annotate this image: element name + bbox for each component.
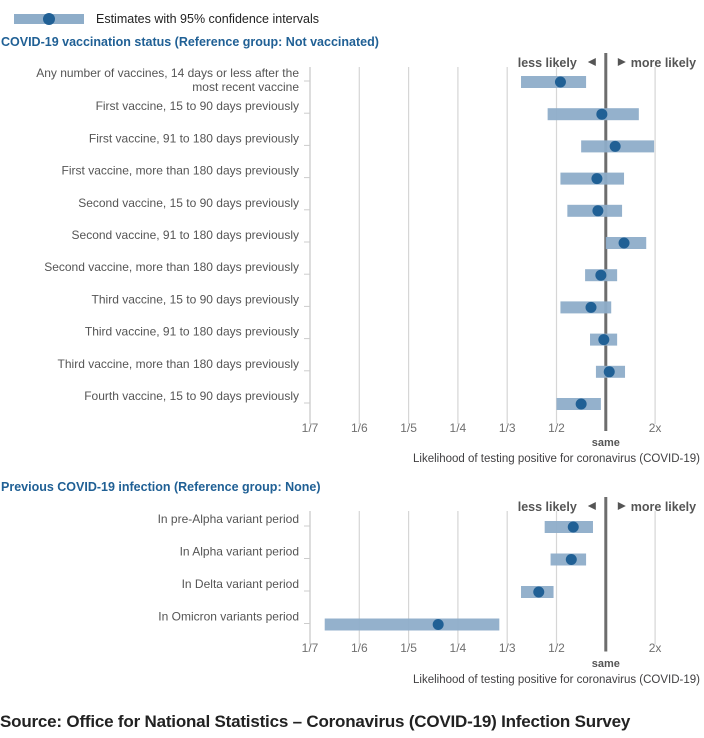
row-label: Third vaccine, 15 to 90 days previously — [92, 292, 299, 306]
row-label: Third vaccine, 91 to 180 days previously — [85, 325, 299, 339]
estimate-dot — [585, 301, 597, 313]
estimate-dot — [565, 554, 577, 565]
more-likely-label: more likely — [631, 500, 696, 514]
legend-ci-swatch — [14, 13, 84, 25]
tick-label: 1/4 — [450, 421, 467, 435]
left-arrow-icon — [587, 58, 596, 66]
estimate-dot — [591, 173, 603, 185]
tick-label: 1/7 — [302, 421, 319, 435]
right-arrow-icon — [617, 502, 626, 510]
ci-bar — [521, 76, 587, 88]
x-axis-title: Likelihood of testing positive for coron… — [413, 674, 700, 686]
source-note: Source: Office for National Statistics –… — [0, 712, 631, 731]
legend: Estimates with 95% confidence intervals — [14, 10, 319, 28]
estimate-dot — [618, 237, 630, 249]
ci-bar — [547, 108, 639, 121]
row-label: In Alpha variant period — [180, 545, 299, 559]
estimate-dot — [575, 398, 587, 410]
more-likely-label: more likely — [631, 56, 696, 70]
tick-label: 1/6 — [351, 421, 368, 435]
estimate-dot — [598, 334, 610, 346]
estimate-dot — [595, 269, 607, 281]
estimate-dot — [609, 140, 621, 152]
row-label: Third vaccine, more than 180 days previo… — [58, 357, 299, 371]
row-label: In Omicron variants period — [158, 610, 299, 624]
tick-label: 1/2 — [548, 421, 565, 435]
tick-label: 2x — [649, 641, 662, 655]
chart2-title: Previous COVID-19 infection (Reference g… — [1, 480, 321, 494]
row-label: First vaccine, 15 to 90 days previously — [96, 99, 299, 113]
estimate-dot — [592, 205, 604, 217]
tick-label: 1/3 — [499, 421, 516, 435]
row-label: Second vaccine, more than 180 days previ… — [44, 260, 299, 274]
x-axis-title: Likelihood of testing positive for coron… — [413, 453, 700, 465]
estimate-dot — [596, 108, 608, 120]
row-label: First vaccine, more than 180 days previo… — [62, 164, 299, 178]
tick-label: 1/7 — [302, 641, 319, 655]
row-label: Fourth vaccine, 15 to 90 days previously — [84, 389, 299, 403]
estimate-dot — [533, 586, 545, 598]
row-label: In pre-Alpha variant period — [158, 512, 299, 526]
less-likely-label: less likely — [518, 500, 577, 514]
estimate-dot — [567, 521, 579, 533]
previous-infection-forest-plot: In pre-Alpha variant period In Alpha vari… — [158, 497, 700, 686]
tick-label: 2x — [649, 421, 662, 435]
estimate-dot — [432, 619, 444, 630]
row-label: In Delta variant period — [182, 577, 299, 591]
tick-label: 1/6 — [351, 641, 368, 655]
estimate-dot — [554, 76, 566, 88]
tick-label: 1/4 — [450, 641, 467, 655]
ci-bar — [324, 618, 500, 631]
tick-label: 1/3 — [499, 641, 516, 655]
tick-label: 1/5 — [400, 641, 417, 655]
legend-estimate-dot — [43, 13, 55, 25]
tick-label: 1/5 — [400, 421, 417, 435]
row-label: Any number of vaccines, 14 days or less … — [36, 66, 299, 80]
less-likely-label: less likely — [518, 56, 577, 70]
vaccination-forest-plot: Any number of vaccines, 14 days or less … — [36, 53, 700, 465]
legend-label: Estimates with 95% confidence intervals — [96, 12, 320, 26]
row-label: First vaccine, 91 to 180 days previously — [89, 131, 299, 145]
tick-label-same: same — [592, 658, 620, 670]
left-arrow-icon — [587, 502, 596, 510]
tick-label-same: same — [592, 437, 620, 449]
row-label: most recent vaccine — [192, 80, 299, 94]
row-label: Second vaccine, 15 to 90 days previously — [78, 196, 299, 210]
chart1-title: COVID-19 vaccination status (Reference g… — [1, 35, 379, 49]
estimate-dot — [603, 366, 615, 378]
row-label: Second vaccine, 91 to 180 days previousl… — [72, 228, 299, 242]
tick-label: 1/2 — [548, 641, 565, 655]
right-arrow-icon — [617, 58, 626, 66]
